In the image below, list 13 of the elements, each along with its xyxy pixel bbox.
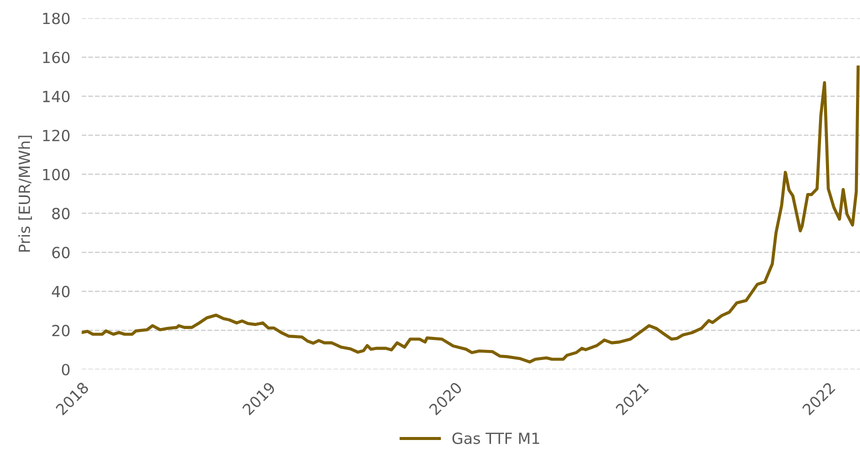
y-tick-label: 160 [43, 52, 70, 64]
y-tick-label: 20 [52, 324, 70, 336]
y-tick-label: 0 [62, 364, 70, 376]
y-tick-label: 140 [43, 90, 70, 102]
legend-label: Gas TTF M1 [452, 432, 540, 444]
y-tick-label: 100 [43, 168, 70, 180]
y-axis-title: Pris [EUR/MWh] [18, 136, 32, 252]
line-series [82, 65, 860, 364]
y-tick-label: 120 [43, 130, 70, 142]
y-tick-label: 60 [52, 246, 70, 258]
y-tick-label: 80 [52, 208, 70, 220]
y-tick-label: 40 [52, 286, 70, 298]
y-tick-label: 180 [43, 12, 70, 24]
